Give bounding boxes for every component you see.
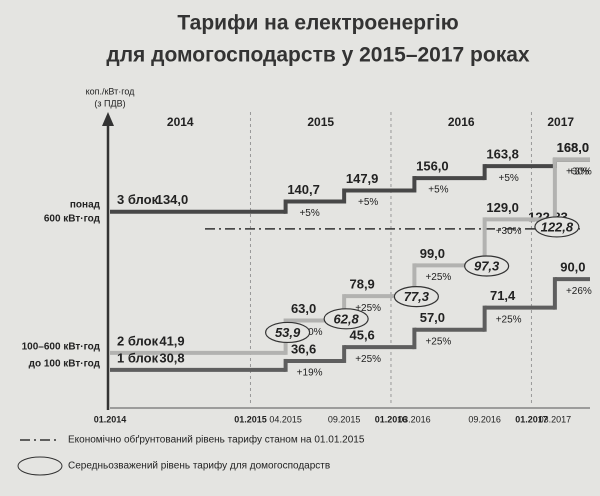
value-label: 168,0 — [557, 140, 590, 155]
change-label: +5% — [428, 185, 448, 196]
value-label: 57,0 — [420, 310, 445, 325]
block-range-label: до 100 кВт·год — [29, 358, 101, 369]
y-axis-label: коп./кВт·год — [86, 86, 136, 96]
chart-title: для домогосподарств у 2015–2017 роках — [106, 44, 530, 67]
value-label: 168,0 — [557, 140, 590, 155]
value-label: 147,9 — [346, 171, 379, 186]
weighted-average-ellipse — [265, 321, 311, 344]
x-tick-label: 01.2015 — [234, 414, 267, 424]
value-label: 90,0 — [560, 260, 585, 275]
value-label: 45,6 — [349, 328, 374, 343]
value-label: 63,0 — [291, 301, 316, 316]
change-label: +30% — [496, 226, 522, 237]
change-label: +25% — [496, 314, 522, 325]
change-label: +3% — [569, 166, 589, 177]
x-tick-label: 03.2017 — [539, 414, 572, 424]
weighted-average-label: 97,3 — [474, 258, 500, 273]
value-label: 134,0 — [156, 192, 189, 207]
legend-label: Економічно обґрунтований рівень тарифу с… — [68, 434, 365, 446]
change-label: +30% — [566, 166, 592, 177]
block-label: 2 блок — [117, 333, 159, 348]
weighted-average-ellipse — [323, 308, 369, 330]
y-axis-label: (з ПДВ) — [94, 98, 125, 108]
x-tick-label: 04.2015 — [269, 414, 302, 424]
value-label: 163,8 — [486, 147, 519, 162]
change-label: +5% — [498, 173, 518, 184]
year-label: 2016 — [448, 115, 475, 129]
block-label: 1 блок — [117, 350, 159, 365]
value-label: 41,9 — [159, 333, 184, 348]
weighted-average-ellipse — [393, 286, 439, 308]
x-tick-label: 01.2014 — [94, 414, 127, 424]
value-label: 156,0 — [416, 159, 449, 174]
value-label: 78,9 — [349, 277, 374, 292]
change-label: +5% — [358, 197, 378, 208]
legend-label: Середньозважений рівень тарифу для домог… — [68, 460, 330, 472]
x-tick-label: 09.2016 — [468, 414, 501, 424]
chart-title: Тарифи на електроенергію — [177, 12, 458, 35]
weighted-average-label: 62,8 — [333, 311, 359, 326]
block-label: 3 блок — [117, 192, 159, 207]
change-label: +19% — [297, 368, 323, 379]
block-range-label: 600 кВт·год — [44, 213, 101, 224]
x-tick-label: 01.2016 — [375, 414, 408, 424]
block-range-label: понад — [70, 199, 101, 210]
block-range-label: 100–600 кВт·год — [22, 341, 101, 352]
weighted-average-ellipse — [534, 216, 580, 238]
y-axis-arrow — [102, 112, 114, 126]
year-label: 2015 — [307, 115, 334, 129]
value-label: 36,6 — [291, 341, 316, 356]
change-label: +25% — [355, 303, 381, 314]
change-label: +26% — [566, 286, 592, 297]
change-label: +25% — [425, 336, 451, 347]
value-label: 129,0 — [486, 200, 519, 215]
value-label: 71,4 — [490, 288, 516, 303]
change-label: +25% — [425, 272, 451, 283]
year-label: 2014 — [167, 115, 194, 129]
x-tick-label: 09.2015 — [328, 414, 361, 424]
legend-ellipse — [17, 456, 63, 476]
change-label: +25% — [355, 354, 381, 365]
value-label: 140,7 — [287, 182, 320, 197]
weighted-average-label: 122,8 — [541, 219, 574, 234]
value-label: 99,0 — [420, 246, 445, 261]
weighted-average-label: 53,9 — [275, 325, 301, 340]
x-tick-label: 01.2017 — [515, 414, 548, 424]
change-label: +5% — [299, 208, 319, 219]
value-label: 30,8 — [159, 350, 184, 365]
x-tick-label: 03.2016 — [398, 414, 431, 424]
year-label: 2017 — [547, 115, 574, 129]
weighted-average-label: 77,3 — [404, 289, 430, 304]
weighted-average-ellipse — [464, 255, 510, 277]
